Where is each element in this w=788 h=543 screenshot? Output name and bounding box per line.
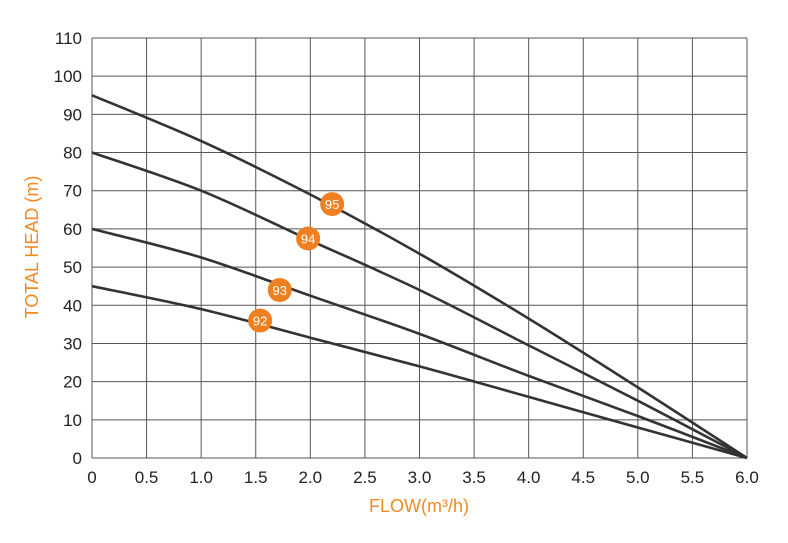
- x-tick-label: 3.5: [462, 468, 486, 487]
- y-tick-label: 110: [55, 29, 82, 48]
- badge-text: 93: [273, 283, 287, 298]
- curves: [91, 94, 748, 460]
- x-tick-label: 2.5: [353, 468, 377, 487]
- badge-circle: [248, 308, 273, 333]
- badge-circle: [267, 278, 292, 302]
- y-tick-label: 60: [63, 220, 82, 239]
- x-tick-label: 1.5: [244, 468, 268, 487]
- y-tick-label: 30: [63, 334, 82, 353]
- badge-circle: [320, 192, 345, 217]
- x-tick-label: 1.0: [189, 468, 213, 487]
- x-tick-label: 4.0: [517, 468, 541, 487]
- y-tick-label: 0: [73, 449, 82, 468]
- grid: [91, 37, 748, 459]
- x-tick-label: 0: [87, 468, 96, 487]
- curve-92: [91, 284, 748, 460]
- curve-label-93: 93: [267, 278, 292, 302]
- x-tick-label: 0.5: [135, 468, 159, 487]
- badge-circle: [296, 226, 321, 251]
- y-tick-label: 70: [63, 182, 82, 201]
- y-tick-label: 50: [63, 258, 82, 277]
- curve-labels: 95 94 93 92: [248, 192, 345, 333]
- x-tick-label: 6.0: [735, 468, 759, 487]
- y-tick-label: 80: [63, 144, 82, 163]
- curve-label-94: 94: [296, 226, 321, 251]
- curve-93: [91, 227, 748, 460]
- badge-text: 92: [253, 314, 267, 329]
- y-tick-label: 90: [63, 105, 82, 124]
- x-axis-title: FLOW(m³/h): [369, 496, 469, 516]
- x-tick-label: 5.0: [626, 468, 650, 487]
- curve-94: [91, 151, 748, 460]
- x-tick-labels: 0 0.5 1.0 1.5 2.0 2.5 3.0 3.5 4.0 4.5 5.0 5.5 6.0: [87, 468, 759, 487]
- y-tick-label: 40: [63, 296, 82, 315]
- badge-text: 94: [301, 231, 315, 246]
- x-tick-label: 3.0: [408, 468, 432, 487]
- curve-label-92: 92: [248, 308, 273, 333]
- badge-text: 95: [325, 197, 339, 212]
- x-tick-label: 4.5: [571, 468, 595, 487]
- y-tick-label: 20: [63, 373, 82, 392]
- y-tick-label: 10: [63, 411, 82, 430]
- x-tick-label: 2.0: [299, 468, 323, 487]
- y-tick-label: 100: [54, 67, 82, 86]
- x-tick-label: 5.5: [681, 468, 705, 487]
- y-tick-labels: 0 10 20 30 40 50 60 70 80 90 100 110: [54, 29, 82, 468]
- y-axis-title: TOTAL HEAD (m): [22, 176, 42, 319]
- curve-95: [91, 94, 748, 460]
- curve-label-95: 95: [320, 192, 345, 217]
